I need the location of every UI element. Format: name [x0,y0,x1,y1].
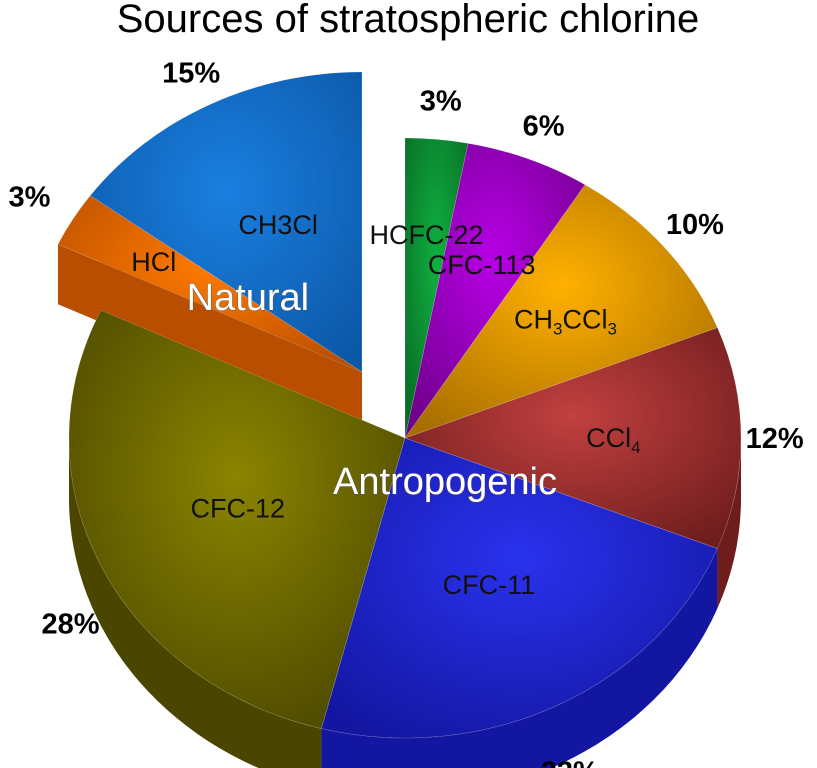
slice-label-ch3ccl3: CH3CCl3 [514,304,617,338]
pct-label-ch3cl: 15% [162,58,220,90]
slice-cfc-113 [404,142,586,439]
group-label-natural: Natural [187,277,310,319]
pct-label-cfc-12: 28% [42,609,100,641]
slice-side-2 [69,438,322,768]
slice-label-hcfc-22: HCFC-22 [369,220,483,250]
pct-label-cfc-113: 6% [523,111,565,143]
slice-hcl [57,195,363,373]
slice-label-ch3cl: CH3Cl [238,210,318,240]
slice-label-cfc-113: CFC-113 [428,250,536,280]
pct-label-hcfc-22: 3% [420,86,462,118]
pct-label-cfc-11: 23% [541,757,599,768]
slice-ch3ccl3 [404,184,718,439]
pct-label-ccl4: 12% [746,423,804,455]
slice-ccl4 [404,327,742,549]
pct-label-hcl: 3% [8,181,50,213]
chart-title: Sources of stratospheric chlorine [117,0,700,41]
slice-label-cfc-12: CFC-12 [191,493,286,523]
pie-body [57,71,742,768]
slice-label-cfc-11: CFC-11 [443,570,536,600]
slice-side-4 [717,438,741,609]
slice-label-ccl4: CCl4 [586,423,640,457]
pct-label-ch3ccl3: 10% [666,209,724,241]
group-label-antropogenic: Antropogenic [333,461,557,503]
wedge-wall-1 [57,244,362,432]
slice-hcfc-22 [404,137,469,439]
slice-cfc-12 [68,309,406,729]
slice-ch3cl [89,71,363,373]
pie-labels: CH3Cl 15% HCl 3% CFC-12 28% CFC-11 23% CCl4 12% CH… [8,58,803,768]
slice-side-3 [321,548,718,768]
slice-cfc-11 [321,437,718,739]
slice-label-hcl: HCl [131,247,176,277]
